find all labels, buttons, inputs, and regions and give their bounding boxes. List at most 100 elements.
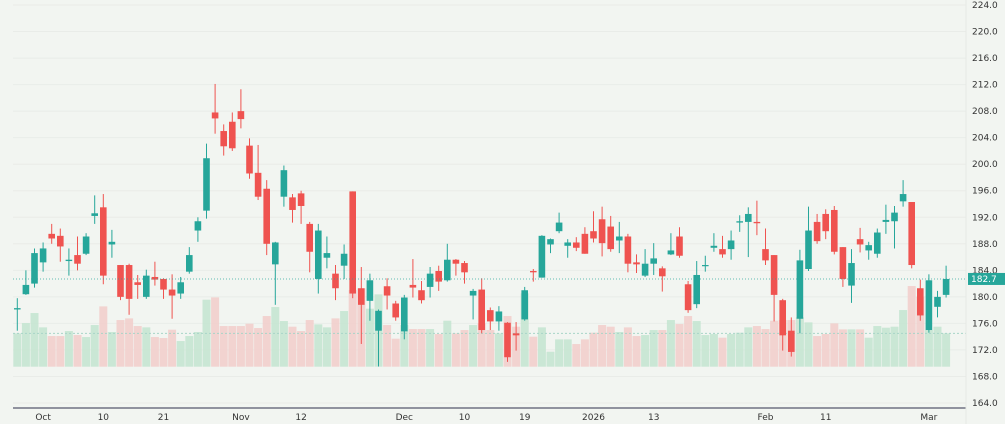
candle <box>745 207 752 258</box>
candle <box>805 206 812 271</box>
volume-bar <box>271 307 280 367</box>
x-tick-label: 2026 <box>582 413 605 423</box>
candle <box>65 248 73 276</box>
candle <box>168 274 176 319</box>
candle-body <box>263 188 270 244</box>
candle <box>392 300 399 321</box>
candle-body <box>57 235 64 247</box>
candle-body <box>91 213 98 216</box>
volume-bar <box>563 339 572 367</box>
volume-bar <box>856 329 865 367</box>
candle-body <box>667 250 675 255</box>
candle <box>598 206 606 257</box>
candle <box>203 143 210 219</box>
volume-bar <box>176 341 185 367</box>
volume-bar <box>391 338 400 367</box>
candle <box>641 249 649 277</box>
candle-body <box>134 282 141 285</box>
price-axis[interactable]: 224.0 220.0 216.0 212.0 208.0 204.0 200.0 196.0… <box>965 0 998 424</box>
x-tick-label: Feb <box>758 413 774 423</box>
candle <box>332 265 339 301</box>
volume-bar <box>486 330 495 367</box>
candle <box>220 124 227 156</box>
candle-body <box>366 280 374 301</box>
candle-body <box>891 212 898 222</box>
candle-body <box>856 239 864 245</box>
candle <box>856 227 864 253</box>
candle-body <box>564 242 571 246</box>
candle <box>48 223 55 244</box>
candle-body <box>426 273 434 287</box>
candle-body <box>254 172 262 197</box>
candle-body <box>633 262 640 265</box>
candle-body <box>22 284 30 295</box>
candle <box>358 267 365 344</box>
candle <box>788 317 795 357</box>
candle <box>702 255 709 272</box>
candle-body <box>461 263 468 273</box>
volume-bar <box>864 337 873 367</box>
candle-body <box>211 112 219 119</box>
candle <box>435 265 442 291</box>
candle-body <box>375 310 382 331</box>
volume-bar <box>752 326 761 367</box>
volume-bar <box>39 327 48 367</box>
volume-bar <box>899 310 908 367</box>
candle-body <box>315 230 322 279</box>
candle <box>125 263 133 315</box>
candle-body <box>39 248 47 263</box>
candle-body <box>177 282 184 294</box>
candle <box>865 241 872 260</box>
volume-bar <box>838 329 847 367</box>
candle <box>469 288 477 320</box>
candle-body <box>822 213 829 232</box>
candle-body <box>65 259 73 262</box>
volume-bar <box>666 320 675 367</box>
candle-body <box>246 145 253 174</box>
candle <box>693 261 700 309</box>
candle-body <box>469 290 477 296</box>
volume-bar <box>649 330 658 367</box>
volume-bar <box>13 333 22 367</box>
volume-bar <box>933 326 942 367</box>
volume-bar <box>598 325 607 367</box>
candle-body <box>788 330 795 352</box>
x-tick-label: 19 <box>519 413 531 423</box>
candle-body <box>925 280 933 331</box>
volume-bar <box>744 327 753 367</box>
volume-bar <box>142 327 151 367</box>
x-tick-label: 21 <box>158 413 169 423</box>
candle <box>31 248 38 288</box>
time-axis[interactable]: Oct 10 21 Nov 12 Dec 10 19 2026 13 Feb 11 Mar <box>35 413 937 423</box>
candle-body <box>220 131 227 147</box>
volume-bar <box>684 316 693 367</box>
candle-body <box>323 253 331 258</box>
candle <box>39 242 47 272</box>
volume-bar <box>340 311 349 367</box>
candle <box>899 180 907 207</box>
candle-body <box>14 308 21 310</box>
volume-bar <box>434 334 443 367</box>
volume-bar <box>400 325 409 367</box>
candle <box>177 276 184 299</box>
candle-body <box>882 219 890 222</box>
volume-bar <box>451 333 460 367</box>
candle-body <box>607 226 614 250</box>
candle <box>444 243 451 282</box>
candle <box>263 180 270 256</box>
volume-bar <box>443 320 452 367</box>
candle-body <box>736 221 743 223</box>
candle <box>418 280 425 304</box>
candle <box>315 223 322 294</box>
volume-bar <box>322 327 331 367</box>
candle <box>461 261 468 284</box>
volume-bar <box>529 336 538 367</box>
candle <box>727 230 735 260</box>
candle <box>306 221 313 273</box>
candle-body <box>650 258 657 264</box>
x-tick-label: Dec <box>396 413 413 423</box>
last-price-badge: 182.7 <box>968 272 1005 285</box>
volume-bar <box>460 330 469 367</box>
candle-body <box>444 259 451 281</box>
